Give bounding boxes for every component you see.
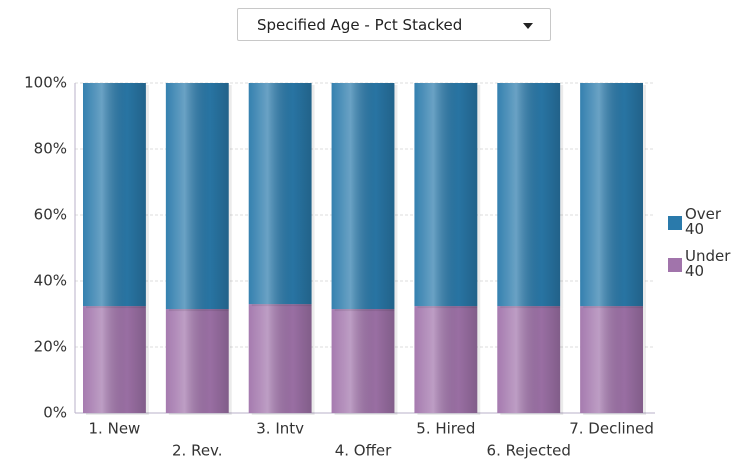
bar-shine — [580, 83, 643, 307]
y-tick-label: 20% — [34, 338, 67, 356]
bar-shine — [497, 306, 561, 413]
x-tick-label: 4. Offer — [335, 442, 392, 460]
x-tick-label: 5. Hired — [416, 420, 475, 438]
y-tick-label: 80% — [34, 140, 67, 158]
x-tick-label: 2. Rev. — [172, 442, 223, 460]
bar-shine — [331, 309, 395, 413]
legend-label: Over 40 — [685, 205, 722, 238]
bar-shine — [248, 304, 312, 413]
view-dropdown[interactable]: Specified Age - Pct Stacked — [237, 8, 551, 41]
x-tick-label: 7. Declined — [569, 420, 654, 438]
bar-shine — [580, 306, 643, 413]
bar-shine — [83, 83, 146, 307]
bar-shine — [497, 83, 561, 307]
bar-shine — [331, 83, 395, 310]
x-tick-label: 1. New — [89, 420, 141, 438]
y-tick-label: 60% — [34, 206, 67, 224]
legend-label: Under 40 — [685, 247, 731, 280]
bar-shine — [165, 309, 229, 413]
bar-shine — [165, 83, 229, 310]
x-tick-label: 3. Intv — [256, 420, 304, 438]
bar-shine — [83, 306, 146, 413]
bar-shine — [414, 306, 478, 413]
y-tick-label: 40% — [34, 272, 67, 290]
dropdown-label: Specified Age - Pct Stacked — [257, 15, 463, 34]
legend-swatch — [668, 258, 682, 272]
bar-shine — [248, 83, 312, 305]
dropdown-arrow — [523, 23, 533, 29]
bar-shine — [414, 83, 478, 307]
y-tick-label: 100% — [24, 74, 67, 92]
x-tick-label: 6. Rejected — [487, 442, 571, 460]
y-tick-label: 0% — [43, 404, 67, 422]
legend-swatch — [668, 216, 682, 230]
